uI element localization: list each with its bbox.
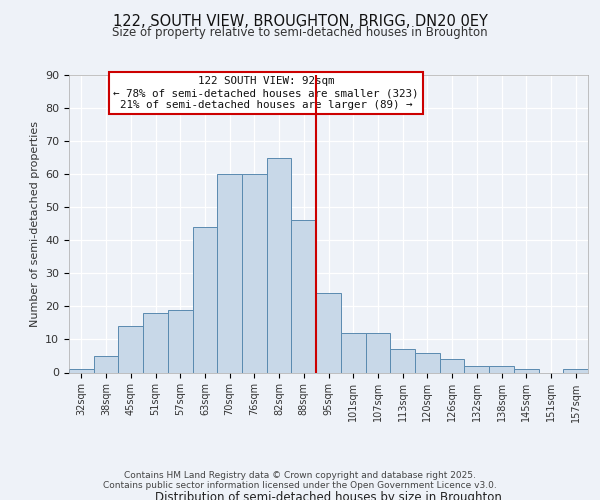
Bar: [415, 352, 440, 372]
Bar: [316, 293, 341, 372]
X-axis label: Distribution of semi-detached houses by size in Broughton: Distribution of semi-detached houses by …: [155, 491, 502, 500]
Bar: [118, 326, 143, 372]
Bar: [341, 333, 365, 372]
Bar: [440, 360, 464, 372]
Text: Contains HM Land Registry data © Crown copyright and database right 2025.: Contains HM Land Registry data © Crown c…: [124, 472, 476, 480]
Bar: [143, 313, 168, 372]
Bar: [365, 333, 390, 372]
Text: Size of property relative to semi-detached houses in Broughton: Size of property relative to semi-detach…: [112, 26, 488, 39]
Bar: [168, 310, 193, 372]
Bar: [94, 356, 118, 372]
Bar: [217, 174, 242, 372]
Bar: [464, 366, 489, 372]
Bar: [292, 220, 316, 372]
Bar: [390, 350, 415, 372]
Bar: [193, 227, 217, 372]
Y-axis label: Number of semi-detached properties: Number of semi-detached properties: [29, 120, 40, 327]
Text: 122, SOUTH VIEW, BROUGHTON, BRIGG, DN20 0EY: 122, SOUTH VIEW, BROUGHTON, BRIGG, DN20 …: [113, 14, 487, 28]
Bar: [69, 369, 94, 372]
Bar: [267, 158, 292, 372]
Bar: [563, 369, 588, 372]
Bar: [242, 174, 267, 372]
Bar: [514, 369, 539, 372]
Bar: [489, 366, 514, 372]
Text: 122 SOUTH VIEW: 92sqm
← 78% of semi-detached houses are smaller (323)
21% of sem: 122 SOUTH VIEW: 92sqm ← 78% of semi-deta…: [113, 76, 419, 110]
Text: Contains public sector information licensed under the Open Government Licence v3: Contains public sector information licen…: [103, 482, 497, 490]
